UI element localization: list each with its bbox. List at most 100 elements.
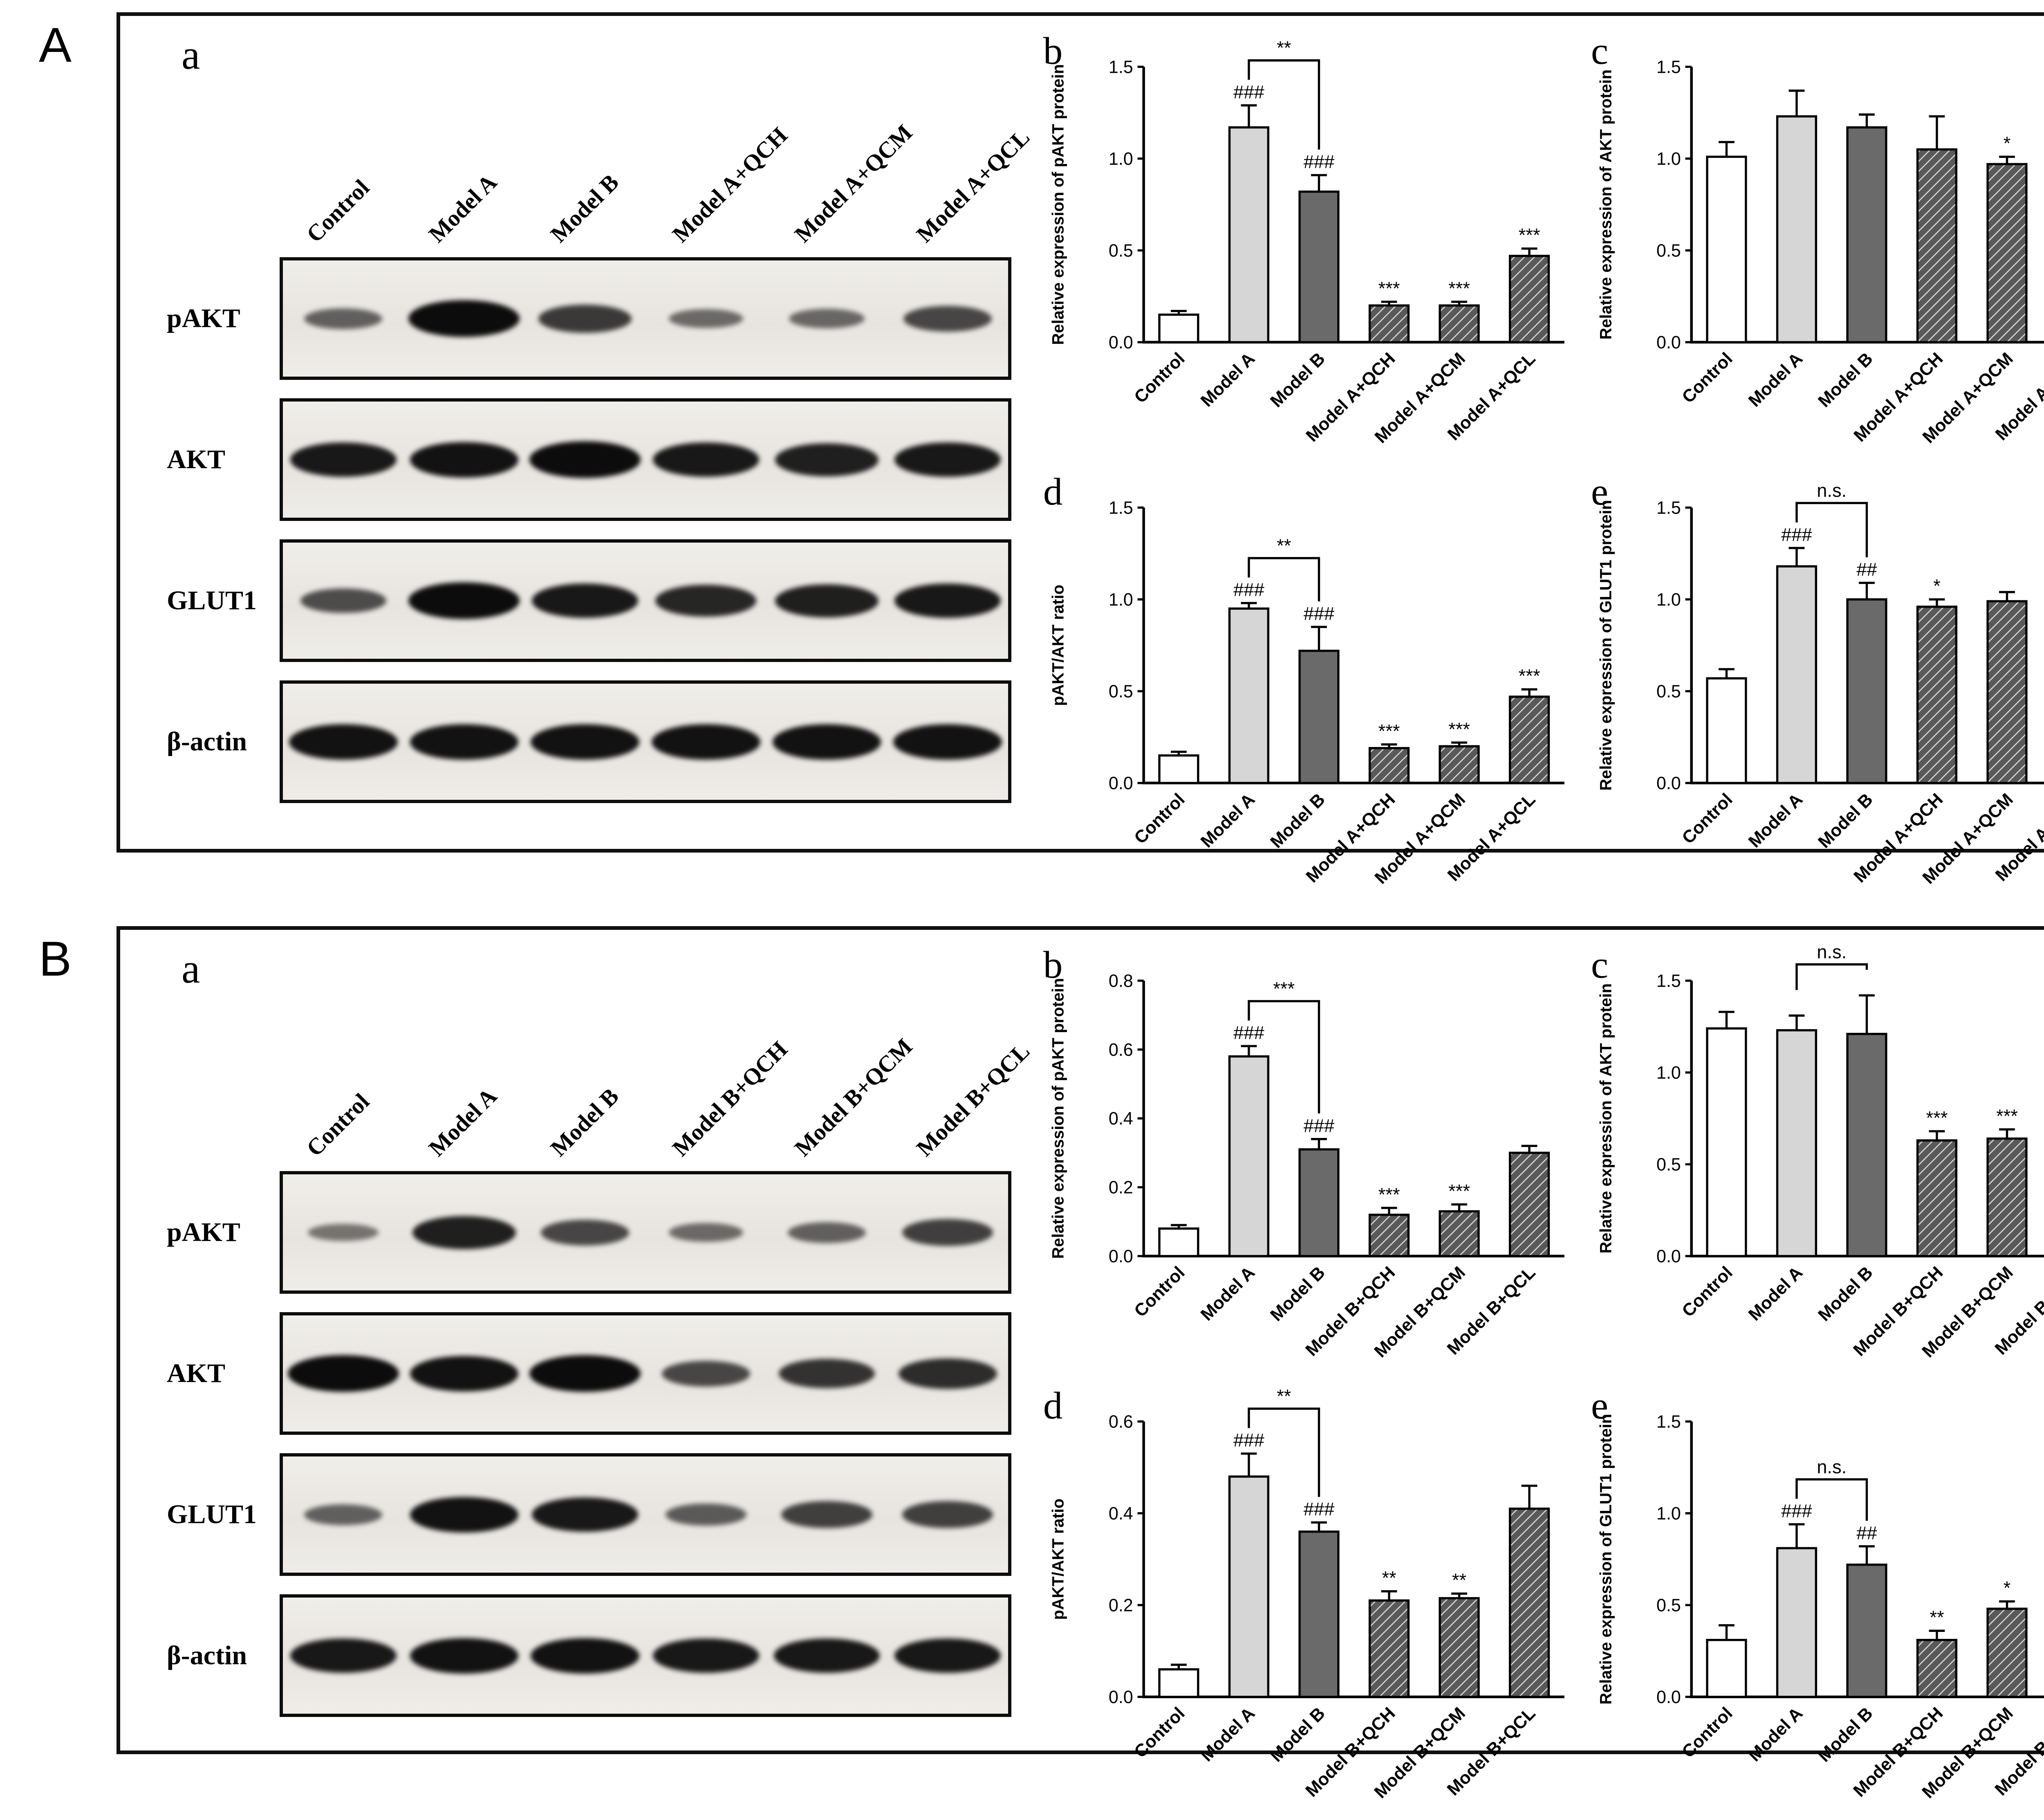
bar <box>1988 601 2026 783</box>
bar <box>1440 305 1479 342</box>
bar <box>1988 1139 2026 1256</box>
bar <box>1847 128 1886 342</box>
protein-band <box>410 1356 519 1391</box>
bar <box>1159 1229 1198 1256</box>
blot-row-label: pAKT <box>148 1174 279 1290</box>
y-tick-label: 0.0 <box>1656 333 1681 352</box>
bar <box>1300 651 1338 783</box>
significance-label: ### <box>1304 1115 1335 1136</box>
x-category-label: Control <box>1678 1263 1736 1321</box>
bracket-label: ** <box>1277 38 1291 58</box>
y-tick-label: 1.0 <box>1109 149 1133 169</box>
bar <box>1988 164 2026 342</box>
significance-label: ## <box>1856 1522 1877 1543</box>
y-tick-label: 1.5 <box>1109 498 1133 518</box>
x-category-label: Control <box>1130 1703 1188 1762</box>
x-category-label: Control <box>1130 349 1188 407</box>
bar <box>1230 1477 1269 1697</box>
significance-label: *** <box>1378 1184 1400 1205</box>
protein-band <box>789 309 865 328</box>
y-tick-label: 1.0 <box>1109 590 1133 610</box>
y-tick-label: 0.6 <box>1109 1040 1133 1060</box>
x-category-label: Model A <box>1197 1263 1259 1324</box>
blot-row-GLUT1: GLUT1 <box>280 1453 1011 1576</box>
y-axis-label: pAKT/AKT ratio <box>1049 584 1067 706</box>
protein-band <box>410 442 519 478</box>
bar <box>1777 1030 1816 1256</box>
x-category-label: Control <box>1678 1703 1736 1762</box>
bar <box>1370 305 1409 342</box>
blot-row-β-actin: β-actin <box>280 680 1011 803</box>
protein-band <box>288 1355 399 1392</box>
bar <box>1159 1669 1198 1697</box>
bar <box>1917 606 1956 783</box>
y-tick-label: 0.6 <box>1109 1412 1133 1432</box>
protein-band <box>541 1220 629 1245</box>
protein-band <box>902 1501 993 1528</box>
protein-band <box>894 1638 1001 1673</box>
x-category-label: Model B <box>1814 1263 1876 1325</box>
y-tick-label: 1.5 <box>1656 1412 1681 1432</box>
protein-band <box>410 1638 519 1674</box>
significance-label: *** <box>1519 665 1540 686</box>
bar <box>1440 1598 1479 1697</box>
bracket-label: n.s. <box>1817 1456 1847 1477</box>
y-tick-label: 0.4 <box>1109 1109 1133 1129</box>
bar <box>1300 1149 1338 1256</box>
protein-band <box>652 724 760 760</box>
significance-label: ** <box>1382 1567 1396 1588</box>
significance-label: *** <box>1448 1180 1470 1201</box>
significance-label: ** <box>1452 1570 1466 1591</box>
bar <box>1510 697 1549 783</box>
protein-band <box>300 588 386 613</box>
protein-band <box>304 1504 382 1525</box>
y-tick-label: 0.5 <box>1109 682 1133 701</box>
y-tick-label: 0.0 <box>1656 774 1681 793</box>
x-category-label: Control <box>1130 1263 1188 1321</box>
protein-band <box>903 306 992 332</box>
protein-band <box>410 724 519 760</box>
bar <box>1440 746 1479 783</box>
bar <box>1847 1034 1886 1256</box>
bar <box>1159 755 1198 783</box>
x-category-label: Model B <box>1814 349 1876 411</box>
y-tick-label: 0.0 <box>1109 774 1133 793</box>
blot-row-β-actin: β-actin <box>280 1594 1011 1717</box>
protein-band <box>773 724 881 760</box>
y-tick-label: 0.5 <box>1109 241 1133 260</box>
chart-letter: c <box>1591 29 1608 72</box>
y-tick-label: 1.0 <box>1656 149 1681 169</box>
bar <box>1300 1531 1338 1697</box>
bar <box>1230 608 1269 783</box>
protein-band <box>902 1219 993 1246</box>
significance-label: ### <box>1781 1500 1812 1521</box>
y-axis-label: Relative expression of GLUT1 protein <box>1597 500 1615 790</box>
significance-label: *** <box>1378 278 1400 299</box>
protein-band <box>788 1222 866 1243</box>
blot-row-label: β-actin <box>148 684 279 800</box>
chart-letter: c <box>1591 943 1608 986</box>
blot-row-AKT: AKT <box>280 398 1011 521</box>
y-axis-label: Relative expression of pAKT protein <box>1049 978 1067 1259</box>
bracket-label: n.s. <box>1817 480 1847 501</box>
bar <box>1917 1640 1956 1697</box>
blot-B-letter: a <box>182 948 200 990</box>
protein-band <box>666 1504 746 1526</box>
bar <box>1777 117 1816 342</box>
y-tick-label: 0.5 <box>1656 1155 1681 1174</box>
protein-band <box>408 300 520 337</box>
x-category-label: Model A <box>1744 1703 1806 1765</box>
blot-row-pAKT: pAKT <box>280 1171 1011 1294</box>
y-tick-label: 0.5 <box>1656 682 1681 701</box>
protein-band <box>779 1359 875 1388</box>
bracket-label: ** <box>1277 535 1291 556</box>
significance-label: * <box>2003 133 2010 154</box>
